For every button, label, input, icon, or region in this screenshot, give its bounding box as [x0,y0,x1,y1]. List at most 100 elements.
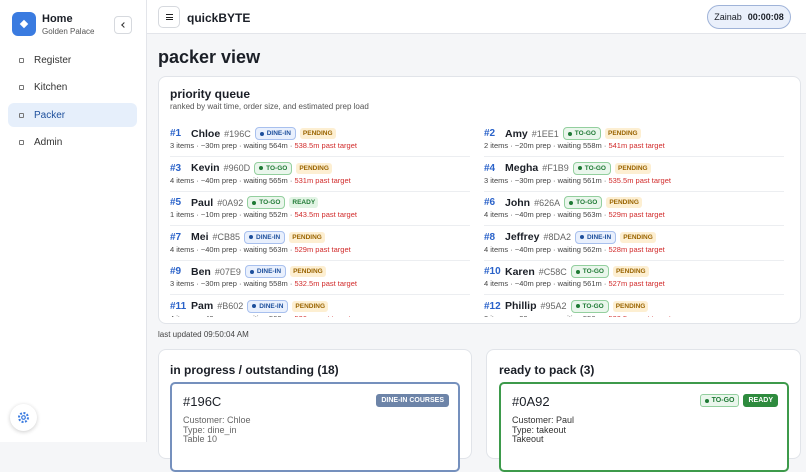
menu-button[interactable] [158,6,180,28]
status-badge: PENDING [289,231,325,243]
row-details: 4 items · ~40m prep · waiting 563m · 529… [484,210,665,219]
row-details: 4 items · ~40m prep · waiting 561m · 527… [484,279,665,288]
queue-row[interactable]: #1 Chloe #196C DINE-IN PENDING 3 items · ~30m… [170,123,470,157]
row-details: 3 items · ~30m prep · waiting 556m · 530… [484,314,671,318]
collapse-button[interactable] [114,16,132,34]
row-head: #4 Megha #F1B9 TO-GO PENDING [484,161,651,175]
sidebar: Home Golden Palace Register Kitchen Packer… [0,0,147,442]
queue-row[interactable]: #9 Ben #07E9 DINE-IN PENDING 3 items · ~30m p… [170,261,470,295]
late: 541m past target [608,141,665,150]
queue-row[interactable]: #6 John #626A TO-GO PENDING 4 items · ~40m pr… [484,192,784,226]
status-badge: PENDING [296,162,332,174]
details: 4 items · ~40m prep · waiting 565m · [170,175,293,185]
order-id: #07E9 [214,266,241,277]
rank: #1 [170,128,182,139]
type-text: TO-GO [574,130,596,137]
settings-button[interactable] [10,404,37,431]
late: 538.5m past target [294,141,357,150]
queue-row[interactable]: #10 Karen #C58C TO-GO PENDING 4 items · ~40m … [484,261,784,295]
dot [704,398,709,403]
brand-title: Home [42,13,73,25]
ticket-line: Customer: Chloe [183,415,251,425]
dot [252,304,257,308]
status-badge: PENDING [620,231,656,243]
queue-row[interactable]: #5 Paul #0A92 TO-GO READY 1 items · ~10m prep… [170,192,470,226]
customer-name: John [505,196,531,209]
dot [259,166,264,170]
queue-row[interactable]: #8 Jeffrey #8DA2 DINE-IN PENDING 4 items · ~4… [484,227,784,261]
type-badge: TO-GO [247,196,286,209]
queue-row[interactable]: #4 Megha #F1B9 TO-GO PENDING 3 items · ~30m p… [484,158,784,192]
dot [259,131,264,136]
type-text: TO-GO [582,268,604,275]
row-head: #12 Phillip #95A2 TO-GO PENDING [484,299,649,313]
nav-item[interactable]: Packer [8,103,137,127]
badge-text: TO-GO [711,397,735,404]
rank: #2 [484,128,496,139]
order-id: #C58C [538,266,567,277]
row-details: 3 items · ~30m prep · waiting 561m · 535… [484,176,671,185]
progress-card: in progress / outstanding (18) #196C DINE… [158,349,472,472]
ticket-badge: DINE-IN COURSES [376,394,449,407]
timer: 00:00:08 [747,12,784,22]
late: 543.5m past target [294,210,357,219]
ticket-badge: TO-GO [699,394,740,407]
queue-list: #1 Chloe #196C DINE-IN PENDING 3 items · ~30m… [170,123,795,317]
ticket-badges: TO-GO READY [699,394,778,407]
late: 527m past target [608,279,665,288]
nav-item[interactable]: Kitchen [8,76,137,100]
ticket-line: Customer: Paul [512,415,575,425]
details: 4 items · ~40m prep · waiting 562m · [484,244,607,254]
queue-card: priority queue ranked by wait time, orde… [158,76,801,324]
late: 530.5m past target [608,314,671,318]
queue-row[interactable]: #12 Phillip#95A2 TO-GO PENDING 3 items · ~30… [484,296,784,318]
type-text: DINE-IN [259,302,284,310]
row-head: #3 Kevin #960D TO-GO PENDING [170,161,332,175]
details: 3 items · ~30m prep · waiting 556m · [484,314,606,318]
late: 535.5m past target [608,175,671,185]
order-id: #B602 [217,301,244,311]
order-id: #196C [224,128,251,139]
late: 529m past target [608,210,665,219]
order-id: #CB85 [212,232,241,242]
status-badge: PENDING [612,266,649,277]
order-id: #1EE1 [531,128,559,139]
queue-row[interactable]: #3 Kevin #960D TO-GO PENDING 4 items · ~40m p… [170,158,470,192]
rank: #8 [484,231,496,243]
nav-item[interactable]: Admin [8,131,137,155]
ticket[interactable]: #0A92 TO-GO READY Customer: Paul Type: takeo… [499,382,789,472]
dot [249,269,254,274]
user-pill[interactable]: Zainab 00:00:08 [707,5,791,29]
badge-text: DINE-IN COURSES [381,397,444,404]
type-badge: TO-GO [564,196,603,209]
nav-item[interactable]: Register [8,48,137,72]
dot [252,200,257,205]
customer-name: Chloe [191,127,221,140]
nav-label: Admin [34,137,63,148]
customer-name: Karen [505,265,535,278]
ticket-badge: READY [743,394,778,407]
ticket[interactable]: #196C DINE-IN COURSES Customer: Chloe Type:… [170,382,460,472]
late: 529m past target [294,244,351,254]
topbar: quickBYTE Zainab 00:00:08 [147,0,806,34]
rank: #5 [170,197,182,208]
dot [577,166,582,170]
order-id: #F1B9 [542,163,569,173]
status-badge: PENDING [290,266,326,277]
queue-row[interactable]: #7 Mei #CB85 DINE-IN PENDING 4 items · ~40m p… [170,227,470,261]
row-head: #5 Paul #0A92 TO-GO READY [170,196,319,209]
dot [575,304,580,308]
rank: #7 [170,231,182,243]
status-badge: PENDING [299,128,336,139]
customer-name: Ben [191,265,211,278]
row-head: #2 Amy #1EE1 TO-GO PENDING [484,127,641,140]
row-head: #7 Mei #CB85 DINE-IN PENDING [170,230,325,244]
queue-row[interactable]: #2 Amy #1EE1 TO-GO PENDING 2 items · ~20m pre… [484,123,784,157]
order-id: #95A2 [540,301,567,311]
logo [12,12,36,36]
nav-label: Packer [34,109,66,121]
rank: #11 [170,300,187,312]
type-text: DINE-IN [586,233,612,241]
user-name: Zainab [714,12,742,22]
